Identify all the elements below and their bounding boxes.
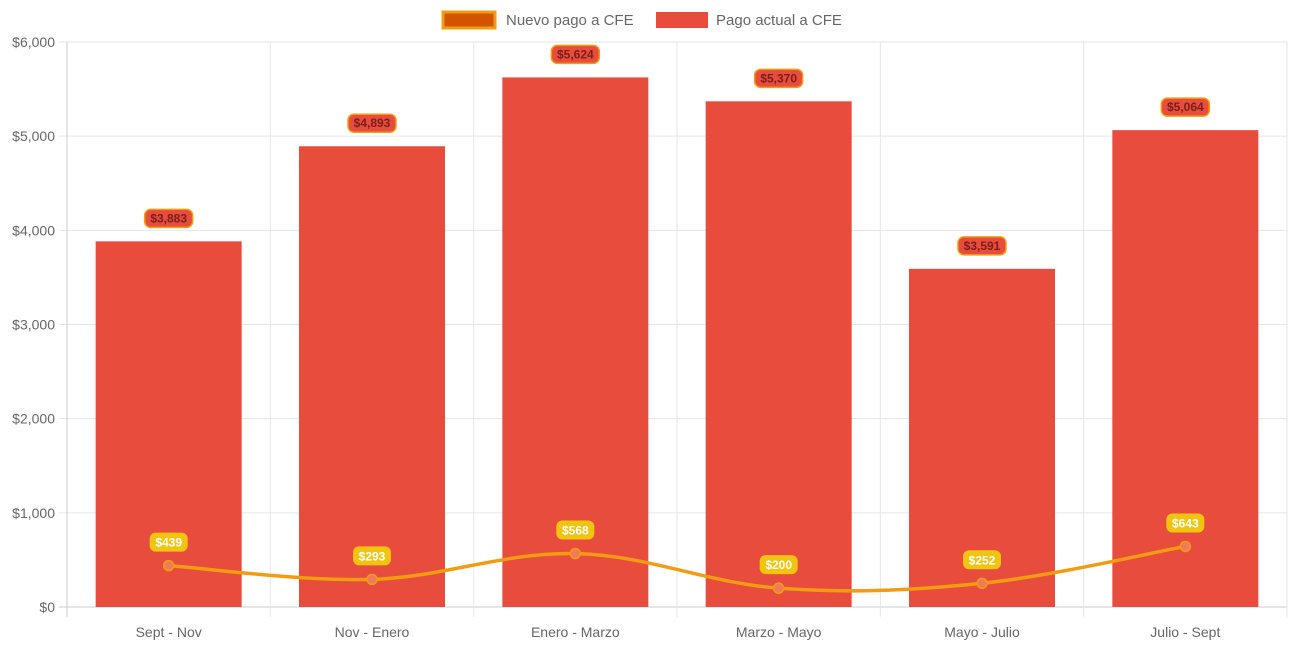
series-line-nuevo-pago [168, 544, 1186, 593]
y-tick-label: $2,000 [12, 411, 55, 427]
line-data-label: $439 [155, 536, 182, 550]
x-tick-label: Julio - Sept [1150, 624, 1220, 640]
line-point [366, 573, 378, 586]
line-data-label-box [759, 555, 798, 575]
bar [95, 241, 242, 607]
bar-data-label-box [550, 44, 601, 65]
bar [1112, 130, 1259, 607]
line-data-label-box [556, 520, 595, 540]
grid-layer [59, 41, 1288, 617]
line-data-label: $293 [359, 549, 386, 563]
legend-item[interactable]: Nuevo pago a CFE [506, 12, 634, 29]
line-data-label: $568 [562, 524, 589, 538]
y-tick-label: $3,000 [12, 317, 55, 333]
bar-data-label-box [143, 208, 194, 229]
bar [502, 77, 649, 607]
y-tick-label: $5,000 [12, 128, 55, 144]
x-tick-label: Nov - Enero [335, 624, 410, 640]
legend-swatch [656, 12, 708, 28]
axis-layer: $0 $1,000 $2,000 $3,000 $4,000 $5,000 $6,000 Se… [12, 34, 1220, 640]
line-point [772, 582, 785, 594]
bar-data-label: $4,893 [354, 116, 391, 130]
bar-layer [95, 77, 1259, 607]
bar-data-label-box [1160, 97, 1211, 117]
y-tick-label: $1,000 [12, 505, 55, 521]
x-tick-label: Sept - Nov [136, 624, 202, 640]
bar-data-label: $5,064 [1167, 100, 1204, 114]
bar [705, 101, 852, 607]
bar-data-label: $3,883 [150, 211, 187, 225]
line-point [569, 547, 582, 560]
line-data-label-box [353, 546, 391, 566]
bar-data-label-box [957, 236, 1007, 256]
bar-data-label: $5,624 [557, 47, 594, 61]
y-tick-label: $6,000 [12, 34, 55, 50]
line-data-label: $200 [765, 558, 792, 572]
line-data-label: $643 [1172, 516, 1199, 530]
line-layer [162, 540, 1192, 594]
bar [299, 146, 445, 607]
line-data-label: $252 [969, 553, 996, 567]
y-tick-label: $4,000 [12, 222, 55, 238]
bar-data-label-box [753, 68, 804, 89]
legend[interactable]: Nuevo pago a CFE Pago actual a CFE [441, 10, 842, 30]
legend-swatch [441, 10, 497, 30]
line-point [1179, 540, 1192, 553]
line-data-label-box [1166, 513, 1205, 533]
label-layer: $3,883 $4,893 $5,624 $5,370 $3,591 $5,064 $439… [143, 44, 1211, 575]
x-tick-label: Mayo - Julio [944, 624, 1020, 640]
bar-data-label: $3,591 [964, 239, 1001, 253]
line-data-label-box [149, 532, 188, 552]
line-point [162, 559, 175, 572]
y-tick-label: $0 [39, 599, 55, 615]
x-tick-label: Marzo - Mayo [736, 624, 822, 640]
bar-data-label-box [347, 113, 397, 133]
line-data-label-box [963, 550, 1001, 570]
line-point [976, 577, 988, 590]
bar-data-label: $5,370 [760, 71, 797, 85]
x-tick-label: Enero - Marzo [531, 624, 620, 640]
legend-item[interactable]: Pago actual a CFE [716, 12, 842, 29]
